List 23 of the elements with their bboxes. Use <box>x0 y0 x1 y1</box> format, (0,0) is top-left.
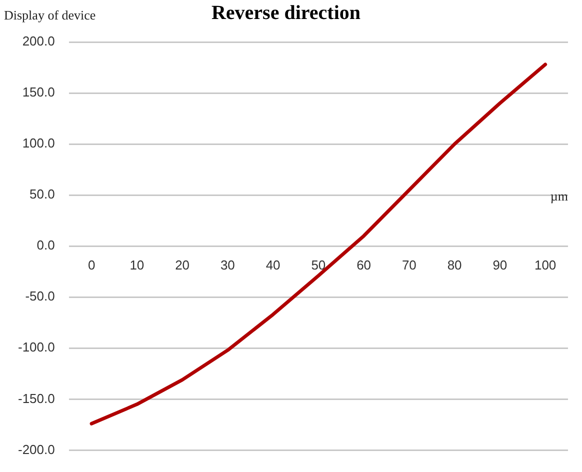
x-tick-label: 100 <box>534 257 556 272</box>
x-tick-label: 30 <box>220 257 235 272</box>
x-tick-label: 90 <box>492 257 508 272</box>
x-tick-label: 20 <box>175 257 190 272</box>
y-axis-title: Display of device <box>4 7 96 22</box>
y-tick-label: -200.0 <box>18 442 55 457</box>
y-tick-label: -50.0 <box>25 288 55 304</box>
x-tick-label: 70 <box>402 257 416 272</box>
x-tick-label: 50 <box>311 257 326 272</box>
y-tick-label: -100.0 <box>18 340 55 355</box>
x-tick-label: 10 <box>130 257 144 272</box>
x-tick-label: 0 <box>88 257 96 272</box>
y-tick-label: 0.0 <box>36 238 55 253</box>
chart-title: Reverse direction <box>211 2 361 24</box>
y-tick-label: 150.0 <box>22 84 55 100</box>
y-tick-label: 200.0 <box>22 34 55 49</box>
y-tick-label: -150.0 <box>18 390 55 406</box>
x-tick-label: 40 <box>266 257 280 272</box>
x-tick-label: 60 <box>356 257 372 272</box>
x-tick-label: 80 <box>447 257 462 272</box>
x-axis-title: µm <box>550 188 568 204</box>
y-tick-label: 50.0 <box>30 186 55 202</box>
y-tick-label: 100.0 <box>22 136 55 151</box>
